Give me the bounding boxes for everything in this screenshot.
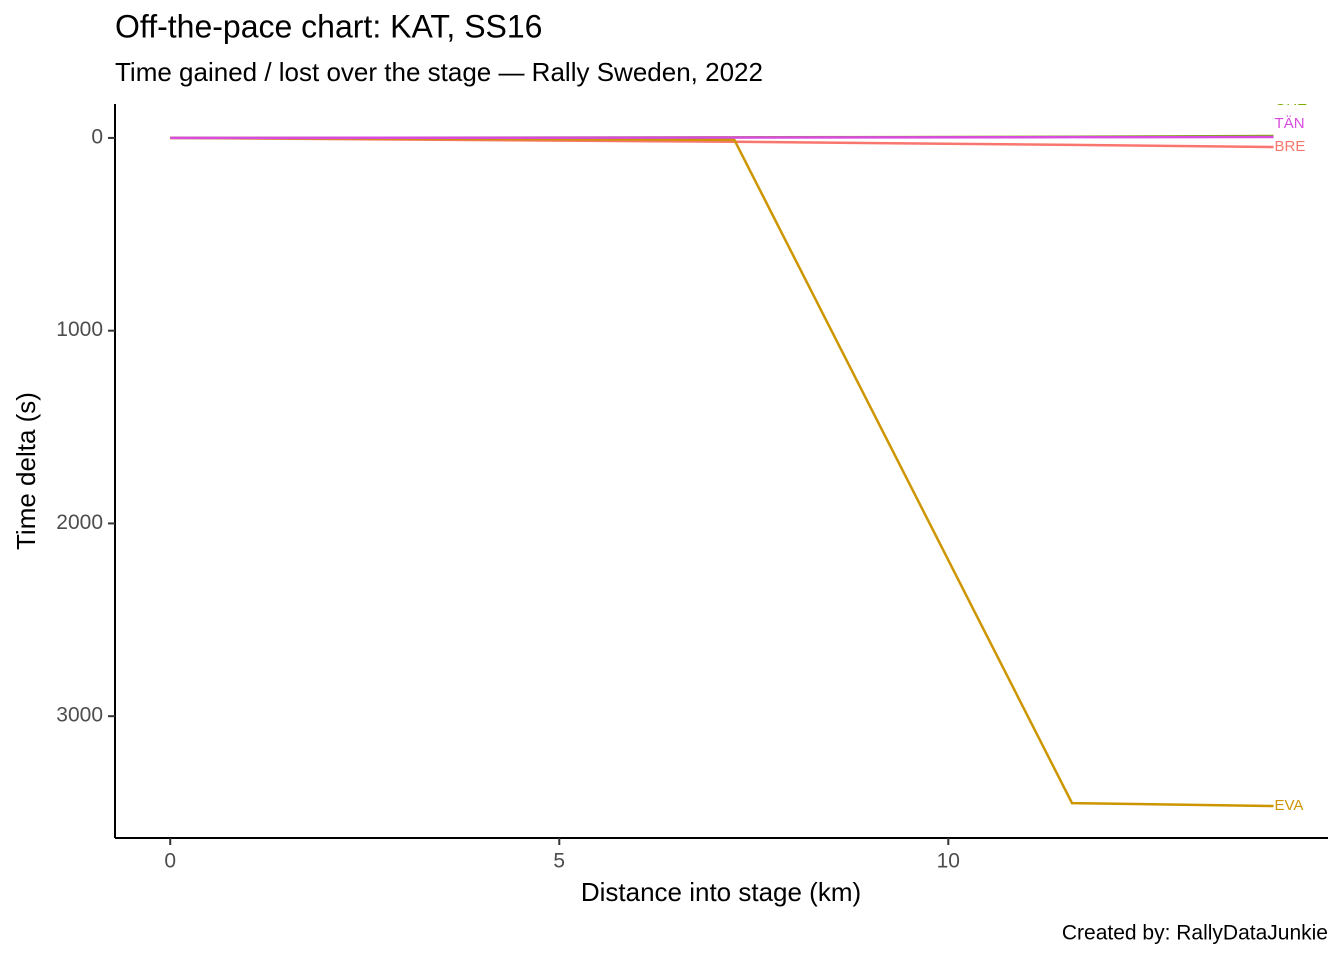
series-label: EVA	[1275, 797, 1304, 814]
series-label: BRE	[1275, 138, 1306, 155]
y-tick-label: 2000	[56, 511, 103, 534]
series-label: TÄN	[1275, 115, 1305, 132]
x-tick-label: 0	[164, 850, 176, 873]
caption: Created by: RallyDataJunkie	[1062, 922, 1328, 945]
x-tick-label: 5	[553, 850, 565, 873]
chart-subtitle: Time gained / lost over the stage — Rall…	[115, 57, 763, 87]
series-label: GRE	[1275, 92, 1308, 109]
chart-title: Off-the-pace chart: KAT, SS16	[115, 8, 542, 44]
x-axis-title: Distance into stage (km)	[581, 877, 861, 907]
y-axis-title: Time delta (s)	[11, 392, 41, 550]
series-line	[170, 135, 1274, 140]
y-tick-label: 3000	[56, 704, 103, 727]
series-line	[170, 136, 1274, 808]
y-tick-label: 1000	[56, 318, 103, 341]
plot-area: BRE EVA GRE TÄN	[170, 92, 1308, 814]
x-tick-label: 10	[937, 850, 960, 873]
y-tick-label: 0	[91, 125, 103, 148]
